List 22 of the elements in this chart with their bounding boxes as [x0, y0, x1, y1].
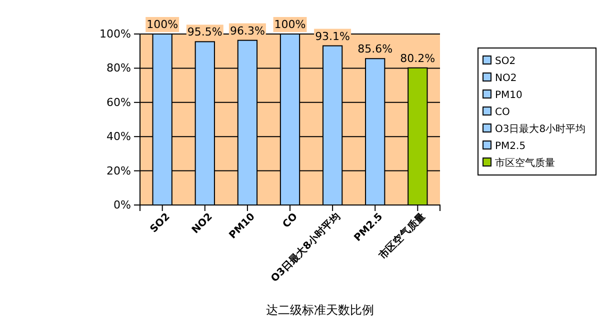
legend-label: PM2.5 [495, 141, 526, 152]
data-label: 93.1% [315, 30, 350, 43]
legend-label: 市区空气质量 [495, 157, 555, 169]
text: 达二级标准天数比例 [266, 303, 374, 317]
legend-label: PM10 [495, 90, 522, 101]
y-tick-label: 80% [106, 62, 131, 75]
legend-label: NO2 [495, 73, 517, 84]
data-label: 95.5% [187, 26, 222, 39]
legend-label: SO2 [495, 56, 516, 67]
y-tick-label: 0% [114, 198, 131, 212]
y-tick-label: 20% [106, 164, 131, 178]
legend-label: CO [495, 107, 510, 118]
legend-label: O3日最大8小时平均 [495, 123, 586, 135]
x-tick-label: CO [280, 211, 300, 230]
data-label: 100% [274, 18, 306, 31]
data-label: 96.3% [230, 24, 265, 38]
y-tick-label: 40% [106, 130, 131, 144]
data-label: 80.2% [400, 52, 436, 65]
data-label: 100% [146, 18, 178, 31]
y-tick-label: 100% [100, 28, 131, 41]
data-label: 85.6% [358, 42, 393, 56]
y-tick-label: 60% [106, 96, 131, 109]
